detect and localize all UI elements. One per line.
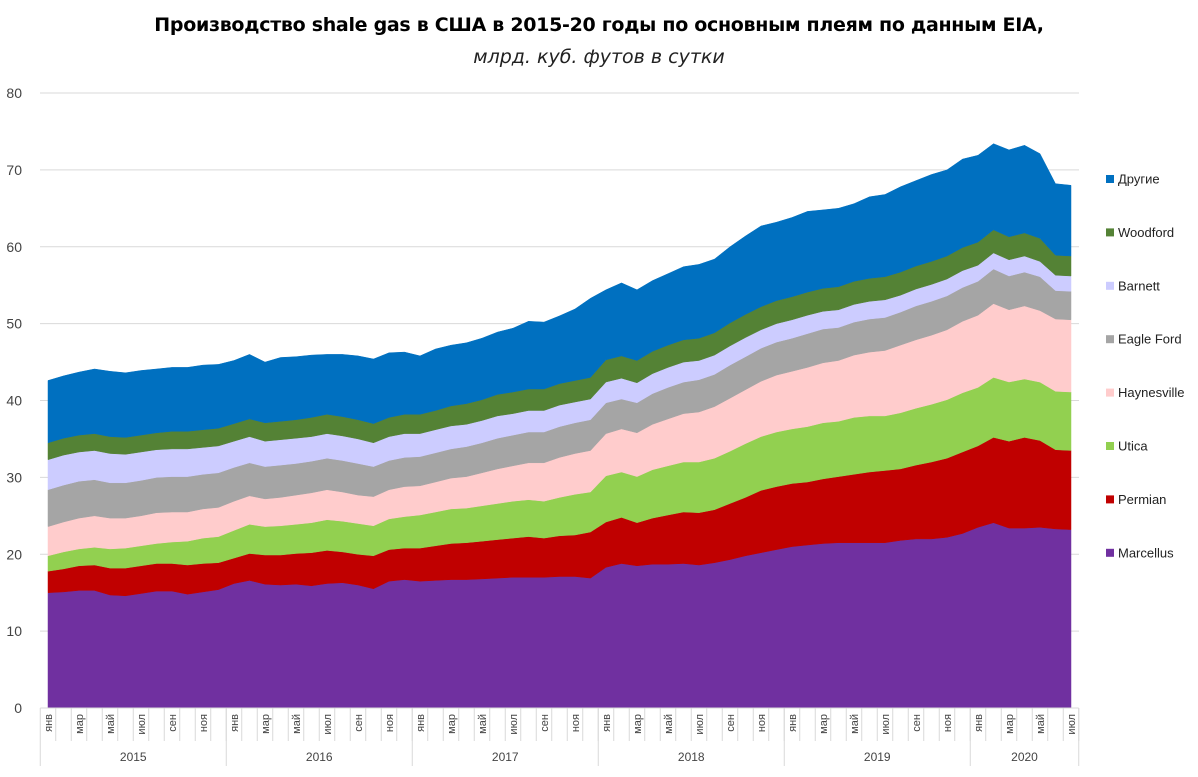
legend-swatch (1106, 442, 1114, 450)
x-axis: янв мар май июл сен ноя 2015 янв мар май июл сен ноя… (39, 707, 1080, 766)
x-tick-label: май (477, 714, 489, 734)
x-tick-label: июл (322, 714, 334, 735)
legend-swatch (1106, 495, 1114, 504)
x-year-label: 2018 (678, 750, 705, 764)
x-tick-label: янв (973, 714, 985, 732)
series-areas (47, 143, 1072, 709)
x-tick-label: мар (74, 714, 86, 734)
x-tick-label: сен (911, 714, 923, 732)
y-tick-label: 0 (14, 700, 22, 716)
x-year-label: 2017 (492, 750, 519, 764)
x-tick-label: июл (1066, 714, 1078, 735)
x-tick-label: июл (508, 714, 520, 735)
legend-swatch (1106, 335, 1114, 344)
x-tick-label: мар (446, 714, 458, 734)
legend-label: Permian (1118, 492, 1166, 507)
y-tick-label: 20 (6, 546, 22, 562)
x-tick-label: сен (539, 714, 551, 732)
y-tick-label: 30 (6, 469, 22, 485)
x-year-label: 2020 (1011, 750, 1038, 764)
x-tick-label: сен (353, 714, 365, 732)
x-year-label: 2015 (120, 750, 147, 764)
legend-swatch (1106, 281, 1114, 290)
x-tick-label: ноя (756, 714, 768, 732)
y-tick-label: 60 (6, 239, 22, 255)
legend-label: Eagle Ford (1118, 332, 1182, 347)
legend-swatch (1106, 175, 1114, 183)
legend-swatch (1106, 548, 1114, 557)
y-tick-label: 70 (6, 162, 22, 178)
x-tick-label: июл (880, 714, 892, 735)
x-tick-label: июл (136, 714, 148, 735)
chart-subtitle: млрд. куб. футов в сутки (473, 46, 725, 68)
y-axis: 0 10 20 30 40 50 60 70 80 (6, 85, 22, 716)
legend-label: Marcellus (1118, 545, 1174, 560)
legend-swatch (1106, 228, 1114, 237)
legend-label: Barnett (1118, 278, 1160, 293)
x-tick-label: июл (694, 714, 706, 735)
legend: Другие Woodford Barnett Eagle Ford Haynesvil… (1106, 172, 1184, 560)
y-tick-label: 50 (6, 316, 22, 332)
x-tick-label: май (105, 714, 117, 734)
x-tick-label: май (1035, 714, 1047, 734)
x-tick-label: ноя (942, 714, 954, 732)
x-tick-label: мар (260, 714, 272, 734)
x-tick-label: май (291, 714, 303, 734)
x-tick-label: янв (787, 714, 799, 732)
x-tick-label: май (663, 714, 675, 734)
x-tick-label: май (849, 714, 861, 734)
x-tick-label: ноя (570, 714, 582, 732)
x-year-label: 2016 (306, 750, 333, 764)
x-tick-label: ноя (198, 714, 210, 732)
legend-label: Woodford (1118, 225, 1174, 240)
x-tick-label: ноя (384, 714, 396, 732)
x-tick-label: мар (1004, 714, 1016, 734)
area-другие (47, 143, 1072, 444)
x-tick-label: янв (229, 714, 241, 732)
legend-label: Другие (1118, 172, 1160, 187)
x-year-label: 2019 (864, 750, 891, 764)
chart-title: Производство shale gas в США в 2015-20 г… (154, 14, 1044, 36)
legend-swatch (1106, 388, 1114, 397)
x-tick-label: мар (632, 714, 644, 734)
x-tick-label: янв (43, 714, 55, 732)
x-tick-label: янв (415, 714, 427, 732)
y-tick-label: 80 (6, 85, 22, 101)
y-tick-label: 40 (6, 393, 22, 409)
y-tick-label: 10 (6, 623, 22, 639)
x-tick-label: янв (601, 714, 613, 732)
x-tick-label: сен (725, 714, 737, 732)
x-tick-label: мар (818, 714, 830, 734)
legend-label: Haynesville (1118, 385, 1184, 400)
x-tick-label: сен (167, 714, 179, 732)
legend-label: Utica (1118, 439, 1148, 454)
